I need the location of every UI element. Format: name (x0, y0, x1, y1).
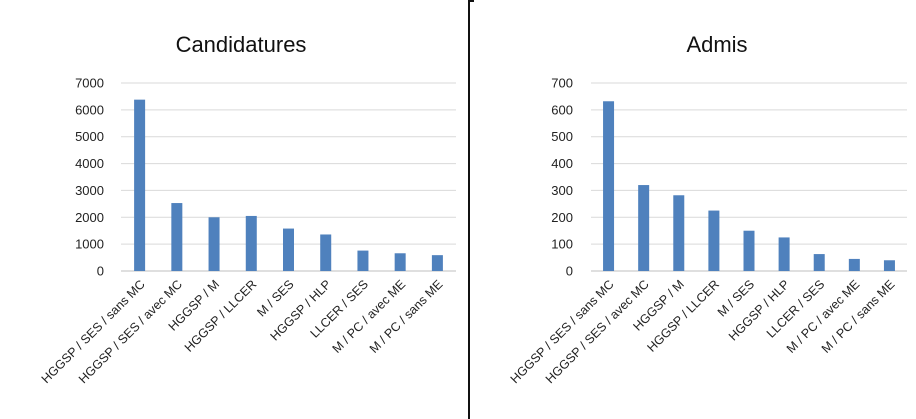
y-tick-label: 5000 (75, 129, 104, 144)
y-tick-label: 400 (551, 156, 573, 171)
y-tick-label: 500 (551, 129, 573, 144)
y-tick-label: 0 (97, 264, 104, 279)
y-tick-label: 2000 (75, 210, 104, 225)
bar (134, 99, 146, 271)
candidatures-chart-panel: Candidatures 0 1000 2000 3000 4000 5000 6000 70… (38, 0, 470, 419)
y-tick-label: 700 (551, 76, 573, 91)
y-tick-label: 4000 (75, 156, 104, 171)
y-tick-label: 300 (551, 183, 573, 198)
bar (431, 255, 443, 271)
y-tick-label: 1000 (75, 237, 104, 252)
admis-chart-panel: Admis 0 100 200 300 400 500 600 700 HGGSP / SES … (474, 0, 916, 419)
bar (673, 195, 685, 271)
bar (708, 210, 720, 271)
y-tick-label: 3000 (75, 183, 104, 198)
bar (813, 254, 825, 271)
chart-title: Candidatures (176, 32, 307, 57)
y-tick-label: 0 (566, 264, 573, 279)
bar (848, 258, 860, 271)
bar (357, 250, 369, 271)
x-category-label: HGGSP / LLCER (182, 277, 260, 355)
bar (171, 203, 183, 271)
bar (320, 234, 332, 271)
bar (743, 230, 755, 271)
bar (394, 253, 406, 271)
bar (883, 260, 895, 271)
bar (208, 217, 220, 271)
chart-title: Admis (686, 32, 747, 57)
candidatures-chart: Candidatures 0 1000 2000 3000 4000 5000 6000 70… (39, 32, 456, 386)
bar (283, 228, 294, 271)
y-tick-label: 600 (551, 102, 573, 117)
y-tick-label: 7000 (75, 76, 104, 91)
y-tick-label: 200 (551, 210, 573, 225)
y-tick-label: 100 (551, 237, 573, 252)
bar (778, 237, 790, 271)
bar (603, 101, 615, 272)
bar (245, 215, 257, 271)
y-tick-label: 6000 (75, 102, 104, 117)
bar (638, 185, 650, 271)
